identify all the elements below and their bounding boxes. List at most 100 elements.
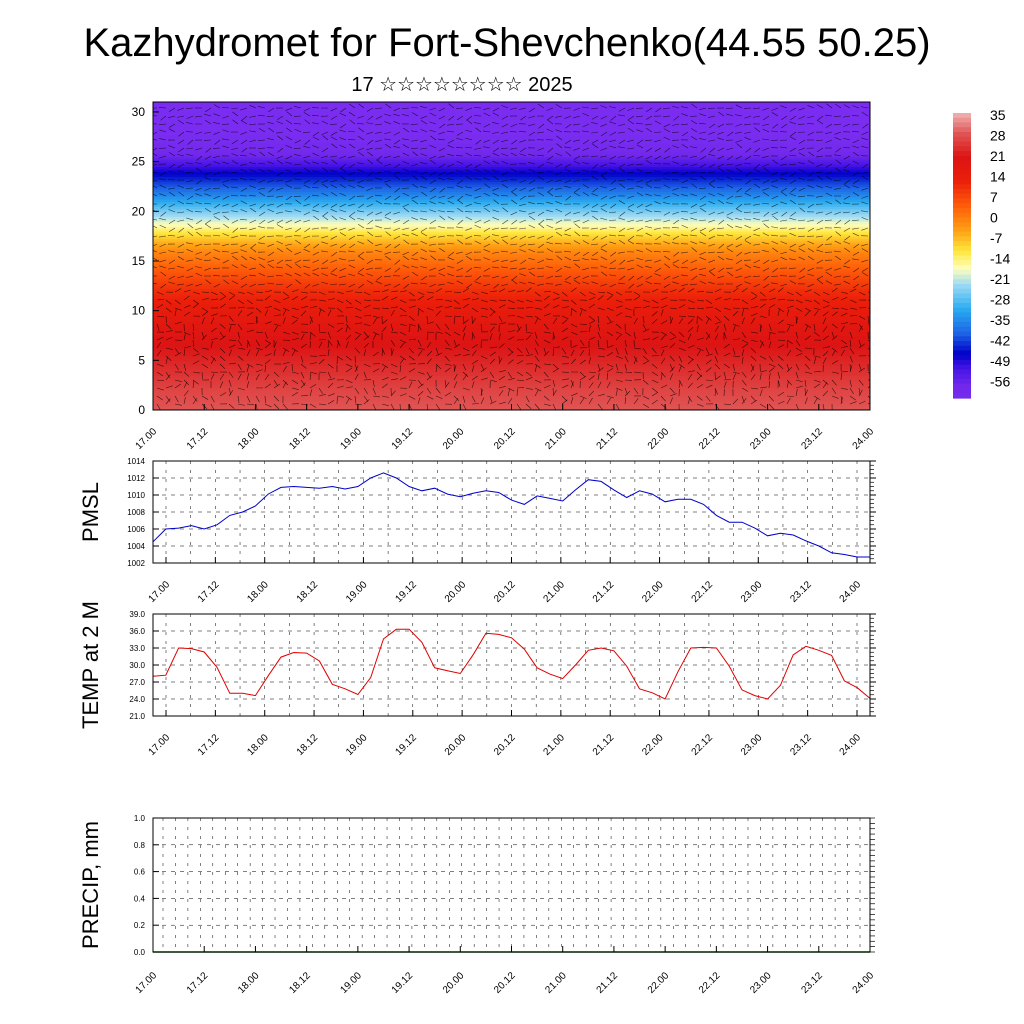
wind-vector [489,290,497,293]
wind-vector [231,107,239,110]
wind-vector [519,139,527,143]
wind-vector [321,179,329,184]
wind-vector [390,390,396,397]
wind-vector [276,115,284,121]
wind-vector [165,385,173,389]
temperature-band [153,251,870,255]
wind-vector [285,144,293,149]
wind-vector [453,398,459,405]
wind-vector [723,343,730,349]
wind-vector [259,263,266,269]
wind-vector [246,365,250,373]
wind-vector [303,248,311,253]
wind-vector [294,139,302,144]
wind-vector [708,281,716,285]
wind-vector [185,107,194,109]
wind-vector [228,344,236,349]
wind-vector [573,147,581,151]
wind-vector [462,395,466,403]
wind-vector [318,299,326,302]
wind-vector [174,307,182,311]
wind-vector [690,193,698,197]
wind-vector [321,250,329,253]
wind-vector [258,235,266,240]
wind-vector [228,379,232,387]
wind-vector [813,310,819,317]
pmsl-x-tick-label: 19.00 [344,579,370,605]
wind-vector [636,179,644,183]
wind-vector [420,171,428,175]
wind-vector [195,131,203,135]
wind-vector [777,355,784,361]
colorbar-band [953,322,971,328]
wind-vector [192,353,200,357]
wind-vector [555,208,563,213]
wind-vector [636,155,644,159]
temperature-band [153,196,870,200]
wind-vector [843,115,851,118]
wind-vector [363,323,371,327]
wind-vector [266,115,275,117]
wind-vector [304,283,311,289]
wind-vector [492,234,500,237]
precip-x-tick-label: 18.12 [287,970,313,996]
wind-vector [570,349,575,357]
wind-vector [385,243,392,249]
wind-vector [201,331,205,339]
wind-vector [642,395,650,400]
wind-vector [264,343,271,349]
wind-vector [462,325,467,333]
wind-vector [257,147,266,149]
wind-vector [241,147,248,153]
wind-vector [789,121,797,125]
wind-vector [399,376,407,381]
wind-vector [852,251,860,256]
wind-vector [381,363,389,368]
wind-vector [204,113,212,117]
wind-vector [817,243,824,249]
wind-vector [210,327,217,333]
wind-vector [399,342,405,349]
colorbar-band [953,303,971,309]
wind-vector [624,315,632,318]
wind-vector [723,352,731,357]
wind-vector [402,160,410,165]
temperature-band [153,169,870,173]
wind-vector [681,113,689,117]
wind-vector [474,122,482,125]
wind-vector [723,403,731,406]
wind-vector [444,291,452,293]
wind-vector [795,379,803,383]
wind-vector [222,161,230,165]
wind-vector [681,106,689,109]
wind-vector [789,163,797,166]
wind-vector [849,401,857,405]
wind-vector [555,115,563,118]
wind-vector [357,241,365,245]
wind-vector [564,280,572,285]
wind-vector [663,115,671,118]
wind-vector [240,283,248,288]
wind-vector [543,371,549,378]
wind-vector [186,267,194,272]
wind-vector [735,283,743,288]
wind-vector [825,163,833,168]
wind-vector [624,390,631,397]
wind-vector [690,203,698,208]
wind-vector [348,235,356,240]
wind-vector [786,325,791,333]
wind-vector [618,217,626,221]
wind-vector [789,232,797,237]
wind-vector [708,139,716,142]
cross-section-x-tick-label: 24.00 [851,426,877,452]
chart-title: Kazhydromet for Fort-Shevchenko(44.55 50… [83,21,930,65]
wind-vector [726,216,734,221]
wind-vector [453,365,457,373]
wind-vector [174,403,182,406]
temperature-band [153,174,870,178]
colorbar-band [953,326,971,333]
wind-vector [159,138,167,141]
wind-vector [525,347,530,355]
wind-vector [636,144,644,149]
